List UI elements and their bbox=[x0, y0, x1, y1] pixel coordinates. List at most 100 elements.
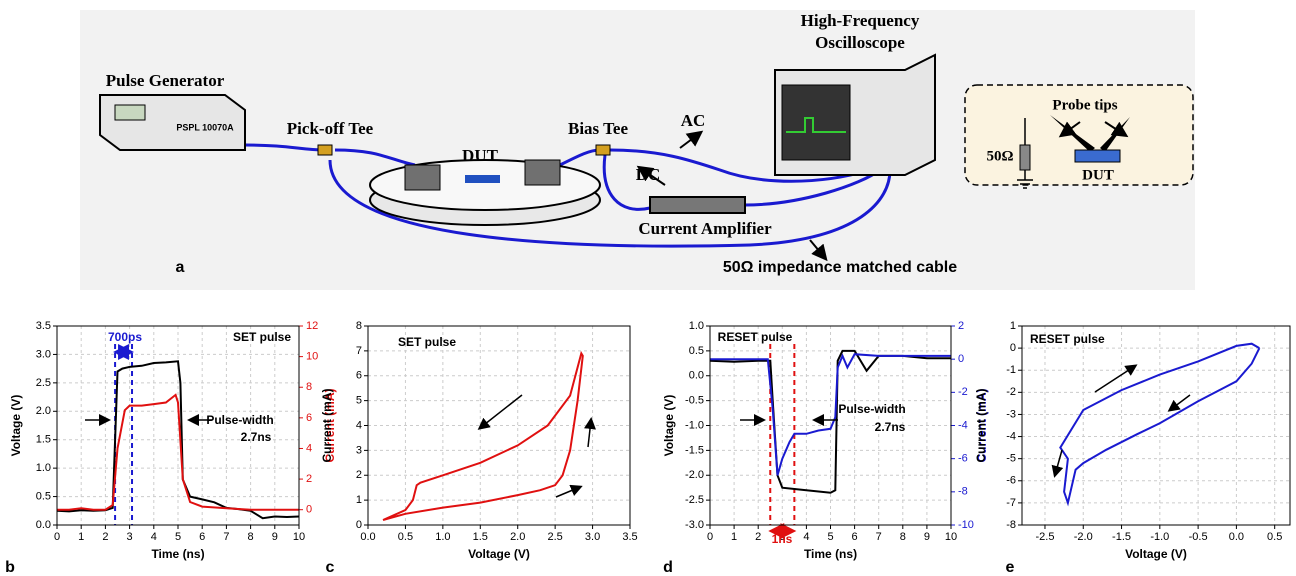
annotation: SET pulse bbox=[233, 330, 291, 344]
y-tick-label: -1.0 bbox=[685, 419, 704, 431]
y-tick-label: -6 bbox=[1006, 475, 1016, 487]
y-axis-title: Voltage (V) bbox=[662, 395, 676, 457]
x-tick-label: 3.0 bbox=[585, 531, 600, 543]
label: AC bbox=[681, 111, 706, 130]
x-tick-label: 4 bbox=[151, 531, 157, 543]
dut-chip bbox=[465, 175, 500, 183]
y-axis-title: Current (mA) bbox=[974, 388, 988, 462]
y2-axis-title: Current (mA) bbox=[975, 388, 989, 462]
y-tick-label: 2.5 bbox=[36, 377, 51, 389]
series-line bbox=[57, 393, 299, 511]
y-tick-label: 4 bbox=[356, 419, 362, 431]
arrow bbox=[1104, 121, 1129, 138]
y2-tick-label: 0 bbox=[958, 353, 964, 365]
y2-tick-label: 8 bbox=[306, 381, 312, 393]
y-tick-label: 8 bbox=[356, 320, 362, 332]
y-tick-label: -0.5 bbox=[685, 395, 704, 407]
y-tick-label: 1.5 bbox=[36, 434, 51, 446]
scope-trace bbox=[786, 117, 846, 133]
annotation: RESET pulse bbox=[1030, 332, 1105, 346]
y-tick-label: -1 bbox=[1006, 364, 1016, 376]
y-tick-label: 0.0 bbox=[689, 370, 704, 382]
label: 50Ω bbox=[986, 148, 1013, 164]
y-tick-label: 1.0 bbox=[36, 462, 51, 474]
arrow bbox=[477, 394, 523, 430]
x-tick-label: 8 bbox=[248, 531, 254, 543]
label: Current Amplifier bbox=[638, 219, 772, 238]
y-tick-label: 1 bbox=[1010, 320, 1016, 332]
y-tick-label: 0.0 bbox=[36, 519, 51, 531]
x-tick-label: 2.0 bbox=[510, 531, 525, 543]
chart: 0.0 0.5 1.0 1.5 2.0 2.5 3.0 3.5 0 1 2 3 4 5 6 7 8 Voltage… bbox=[320, 320, 637, 576]
arrow bbox=[1058, 121, 1081, 138]
x-tick-label: 8 bbox=[900, 531, 906, 543]
label: PSPL 10070A bbox=[176, 122, 234, 132]
x-tick-label: 0.5 bbox=[1267, 531, 1282, 543]
x-axis-title: Voltage (V) bbox=[1125, 547, 1187, 561]
y-axis-title: Current (mA) bbox=[320, 388, 334, 462]
panel-label: b bbox=[5, 559, 15, 576]
x-tick-label: 10 bbox=[293, 531, 305, 543]
label: High-Frequency bbox=[801, 11, 920, 30]
x-tick-label: 9 bbox=[924, 531, 930, 543]
arrow bbox=[1051, 449, 1064, 478]
x-tick-label: 0.0 bbox=[1229, 531, 1244, 543]
y2-tick-label: -4 bbox=[958, 419, 968, 431]
scope-screen bbox=[781, 84, 851, 161]
x-tick-label: 1.5 bbox=[473, 531, 488, 543]
y2-tick-label: -2 bbox=[958, 386, 968, 398]
x-tick-label: 5 bbox=[175, 531, 181, 543]
current-amplifier bbox=[649, 196, 746, 214]
y2-tick-label: 2 bbox=[958, 320, 964, 332]
plot-frame bbox=[1021, 325, 1291, 526]
x-axis-title: Time (ns) bbox=[151, 547, 204, 561]
y2-tick-label: -6 bbox=[958, 453, 968, 465]
y-tick-label: 5 bbox=[356, 395, 362, 407]
x-tick-label: 1 bbox=[78, 531, 84, 543]
arrow bbox=[679, 130, 704, 149]
arrow bbox=[1094, 364, 1138, 393]
y-tick-label: -2.0 bbox=[685, 469, 704, 481]
annotation: RESET pulse bbox=[718, 330, 793, 344]
label: Probe tips bbox=[1052, 97, 1117, 113]
x-axis-title: Time (ns) bbox=[804, 547, 857, 561]
probe-left bbox=[404, 164, 441, 191]
y2-axis-title: Current (mA) bbox=[323, 388, 337, 462]
label: Pulse Generator bbox=[106, 71, 225, 90]
y-tick-label: 0.5 bbox=[689, 345, 704, 357]
y-tick-label: 3 bbox=[356, 444, 362, 456]
y-tick-label: -3 bbox=[1006, 408, 1016, 420]
arrow bbox=[1167, 394, 1191, 412]
y2-tick-label: 10 bbox=[306, 351, 318, 363]
x-tick-label: -1.0 bbox=[1150, 531, 1169, 543]
x-tick-label: 0 bbox=[54, 531, 60, 543]
y-tick-label: -1.5 bbox=[685, 444, 704, 456]
annotation: 700ps bbox=[108, 330, 142, 344]
x-tick-label: 7 bbox=[876, 531, 882, 543]
x-tick-label: 1.0 bbox=[435, 531, 450, 543]
x-tick-label: 1 bbox=[731, 531, 737, 543]
label: DUT bbox=[1082, 167, 1114, 183]
arrow bbox=[636, 165, 666, 186]
y-tick-label: 3.0 bbox=[36, 348, 51, 360]
x-tick-label: 4 bbox=[803, 531, 809, 543]
x-tick-label: 3 bbox=[127, 531, 133, 543]
label: Oscilloscope bbox=[815, 33, 905, 52]
x-tick-label: 2 bbox=[755, 531, 761, 543]
x-axis-title: Voltage (V) bbox=[468, 547, 530, 561]
y-tick-label: 3.5 bbox=[36, 320, 51, 332]
bias-tee bbox=[595, 144, 611, 156]
label: DC bbox=[636, 165, 661, 184]
label: Pick-off Tee bbox=[287, 119, 374, 138]
chart: 0 1 2 3 4 5 6 7 8 9 101.00.50.0-0.5-1.0-1.5-2.0-2.… bbox=[662, 320, 989, 576]
annotation: Pulse-width bbox=[838, 402, 905, 416]
series-line bbox=[710, 353, 951, 476]
x-tick-label: 7 bbox=[223, 531, 229, 543]
y-tick-label: 0 bbox=[1010, 342, 1016, 354]
y-axis-title: Voltage (V) bbox=[9, 395, 23, 457]
label: Bias Tee bbox=[568, 119, 628, 138]
y-tick-label: -8 bbox=[1006, 519, 1016, 531]
annotation: 2.7ns bbox=[875, 420, 906, 434]
y-tick-label: 6 bbox=[356, 370, 362, 382]
